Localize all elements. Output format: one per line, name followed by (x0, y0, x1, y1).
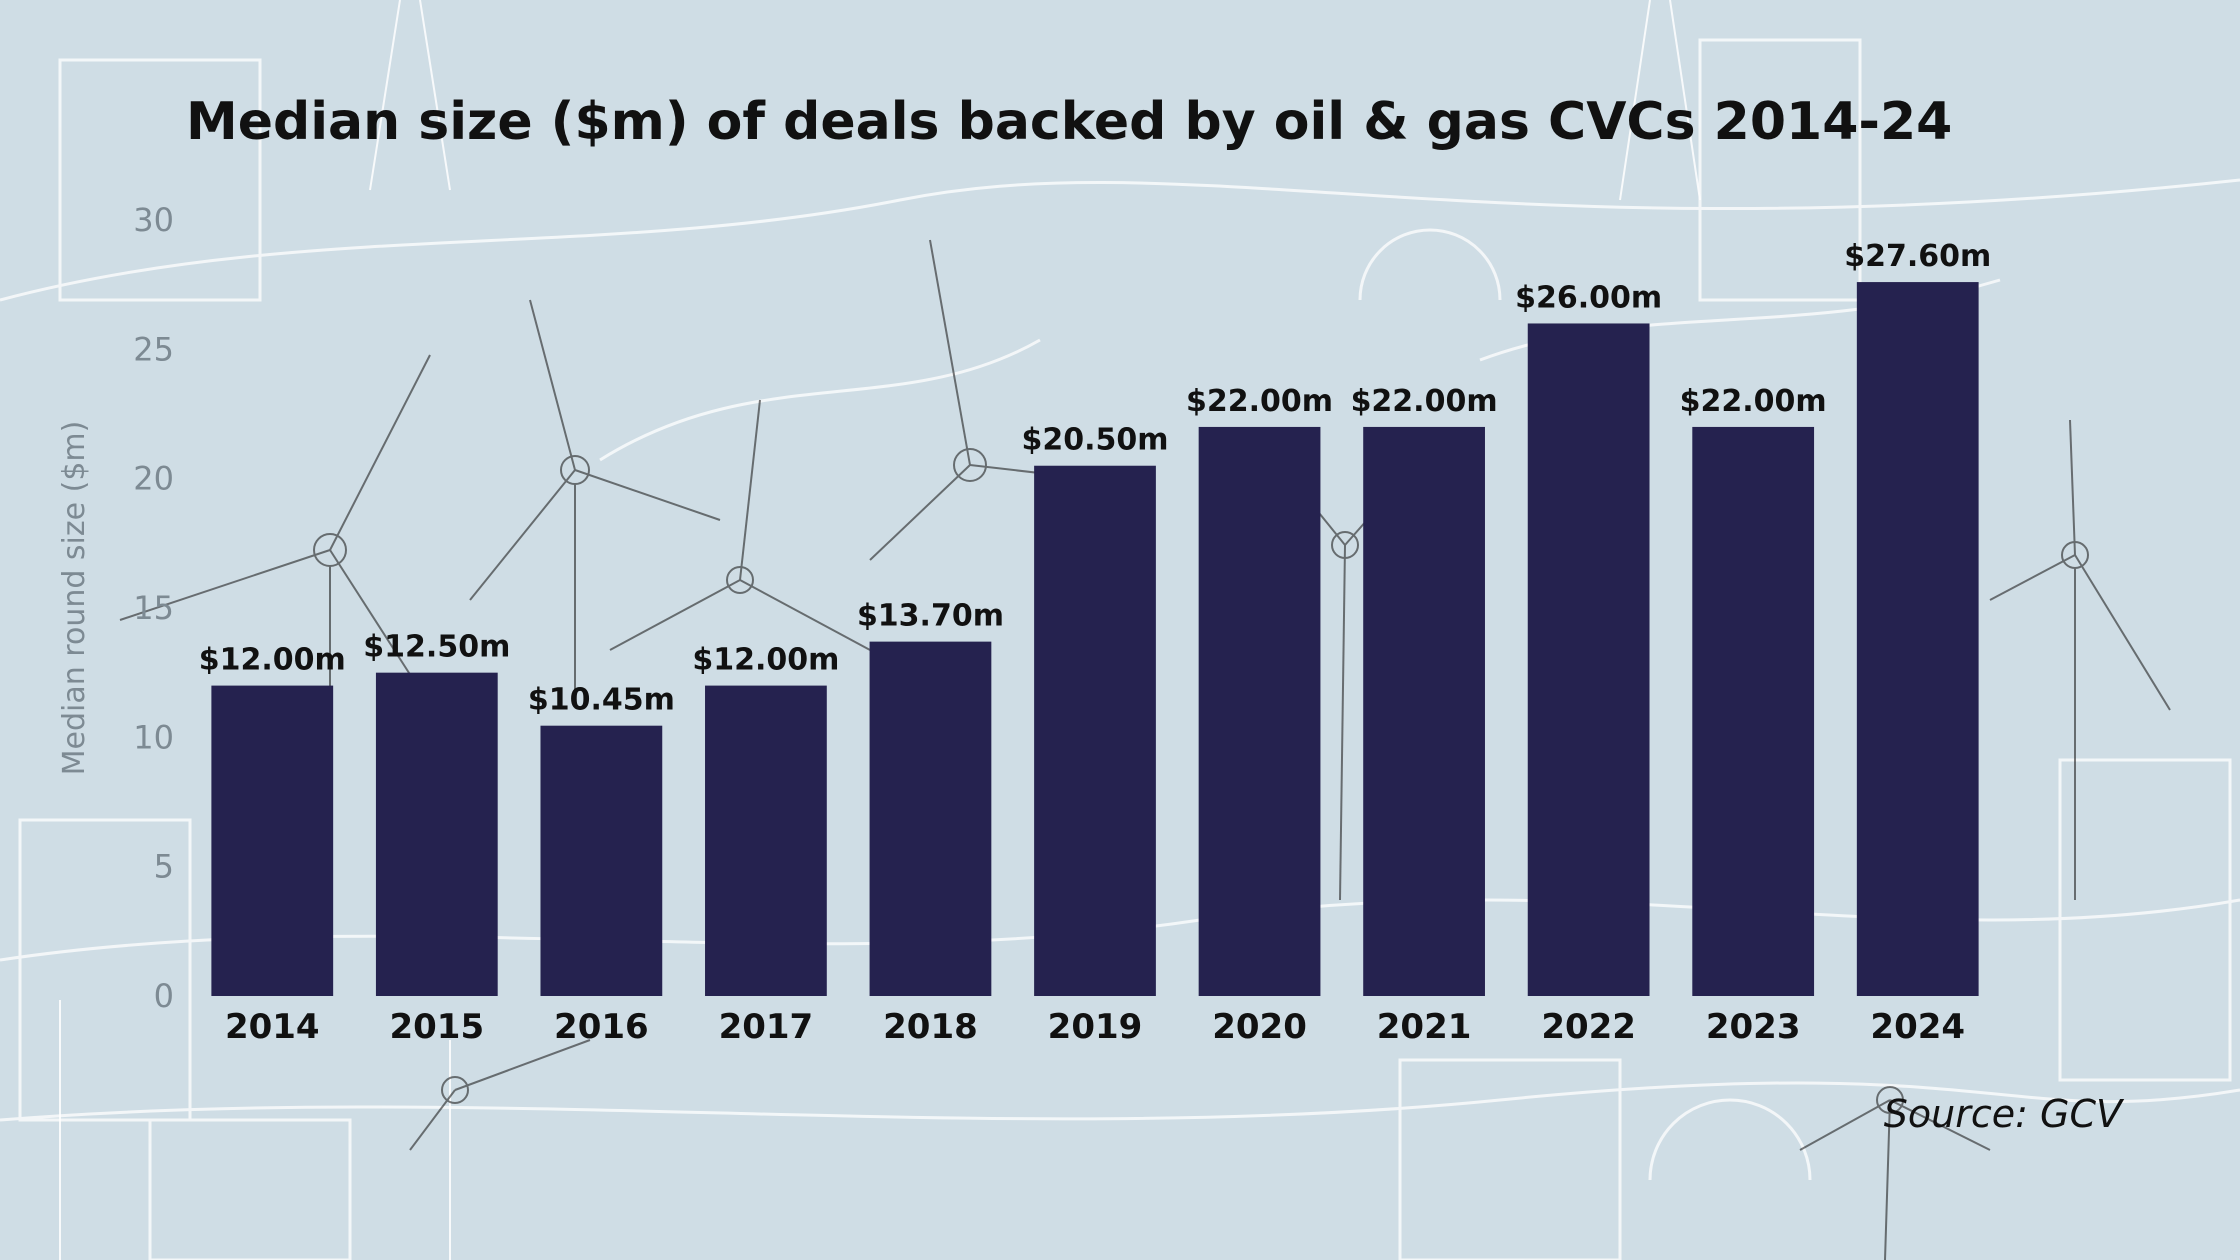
value-label-2023: $22.00m (1680, 384, 1827, 419)
y-axis-label: Median round size ($m) (57, 421, 92, 776)
value-label-2019: $20.50m (1021, 423, 1168, 458)
y-tick-label: 20 (133, 460, 174, 498)
value-label-2024: $27.60m (1844, 239, 1991, 274)
y-tick-label: 30 (133, 201, 174, 239)
value-label-2015: $12.50m (363, 630, 510, 665)
x-tick-label-2016: 2016 (554, 1007, 649, 1047)
x-tick-label-2024: 2024 (1870, 1007, 1965, 1047)
y-tick-label: 10 (133, 718, 174, 756)
bar-2015 (375, 672, 498, 996)
bar-2024 (1856, 282, 1979, 997)
bar-2020 (1198, 426, 1321, 996)
x-tick-label-2019: 2019 (1048, 1007, 1143, 1047)
bar-2014 (211, 685, 334, 996)
value-label-2018: $13.70m (857, 599, 1004, 634)
y-axis: 0 5 10 15 20 25 30 (133, 201, 174, 1015)
y-tick-label: 5 (154, 848, 174, 886)
bar-2022 (1527, 323, 1650, 996)
x-tick-label-2022: 2022 (1541, 1007, 1636, 1047)
bar-2018 (869, 641, 992, 996)
value-label-2014: $12.00m (199, 643, 346, 678)
x-tick-label-2017: 2017 (719, 1007, 814, 1047)
y-tick-label: 25 (133, 330, 174, 368)
source-note: Source: GCV (1883, 1092, 2122, 1136)
x-tick-label-2021: 2021 (1377, 1007, 1472, 1047)
bar-2019 (1034, 465, 1156, 996)
bar-2021 (1363, 426, 1485, 996)
value-labels: $12.00m $12.50m $10.45m $12.00m $13.70m $20.5… (199, 239, 1991, 718)
bar-2023 (1692, 426, 1815, 996)
x-tick-label-2018: 2018 (883, 1007, 978, 1047)
x-tick-label-2015: 2015 (389, 1007, 484, 1047)
bars (211, 282, 1979, 997)
value-label-2021: $22.00m (1351, 384, 1498, 419)
bar-2017 (705, 685, 827, 996)
value-label-2016: $10.45m (528, 683, 675, 718)
y-tick-label: 0 (154, 977, 174, 1015)
value-label-2020: $22.00m (1186, 384, 1333, 419)
y-tick-label: 15 (133, 589, 174, 627)
value-label-2022: $26.00m (1515, 280, 1662, 315)
chart-title: Median size ($m) of deals backed by oil … (186, 92, 1953, 152)
x-tick-label-2014: 2014 (225, 1007, 320, 1047)
value-label-2017: $12.00m (692, 643, 839, 678)
x-tick-label-2023: 2023 (1706, 1007, 1801, 1047)
x-axis: 2014 2015 2016 2017 2018 2019 2020 2021 2022 2023… (225, 1007, 1965, 1047)
bar-2016 (540, 725, 663, 996)
x-tick-label-2020: 2020 (1212, 1007, 1307, 1047)
